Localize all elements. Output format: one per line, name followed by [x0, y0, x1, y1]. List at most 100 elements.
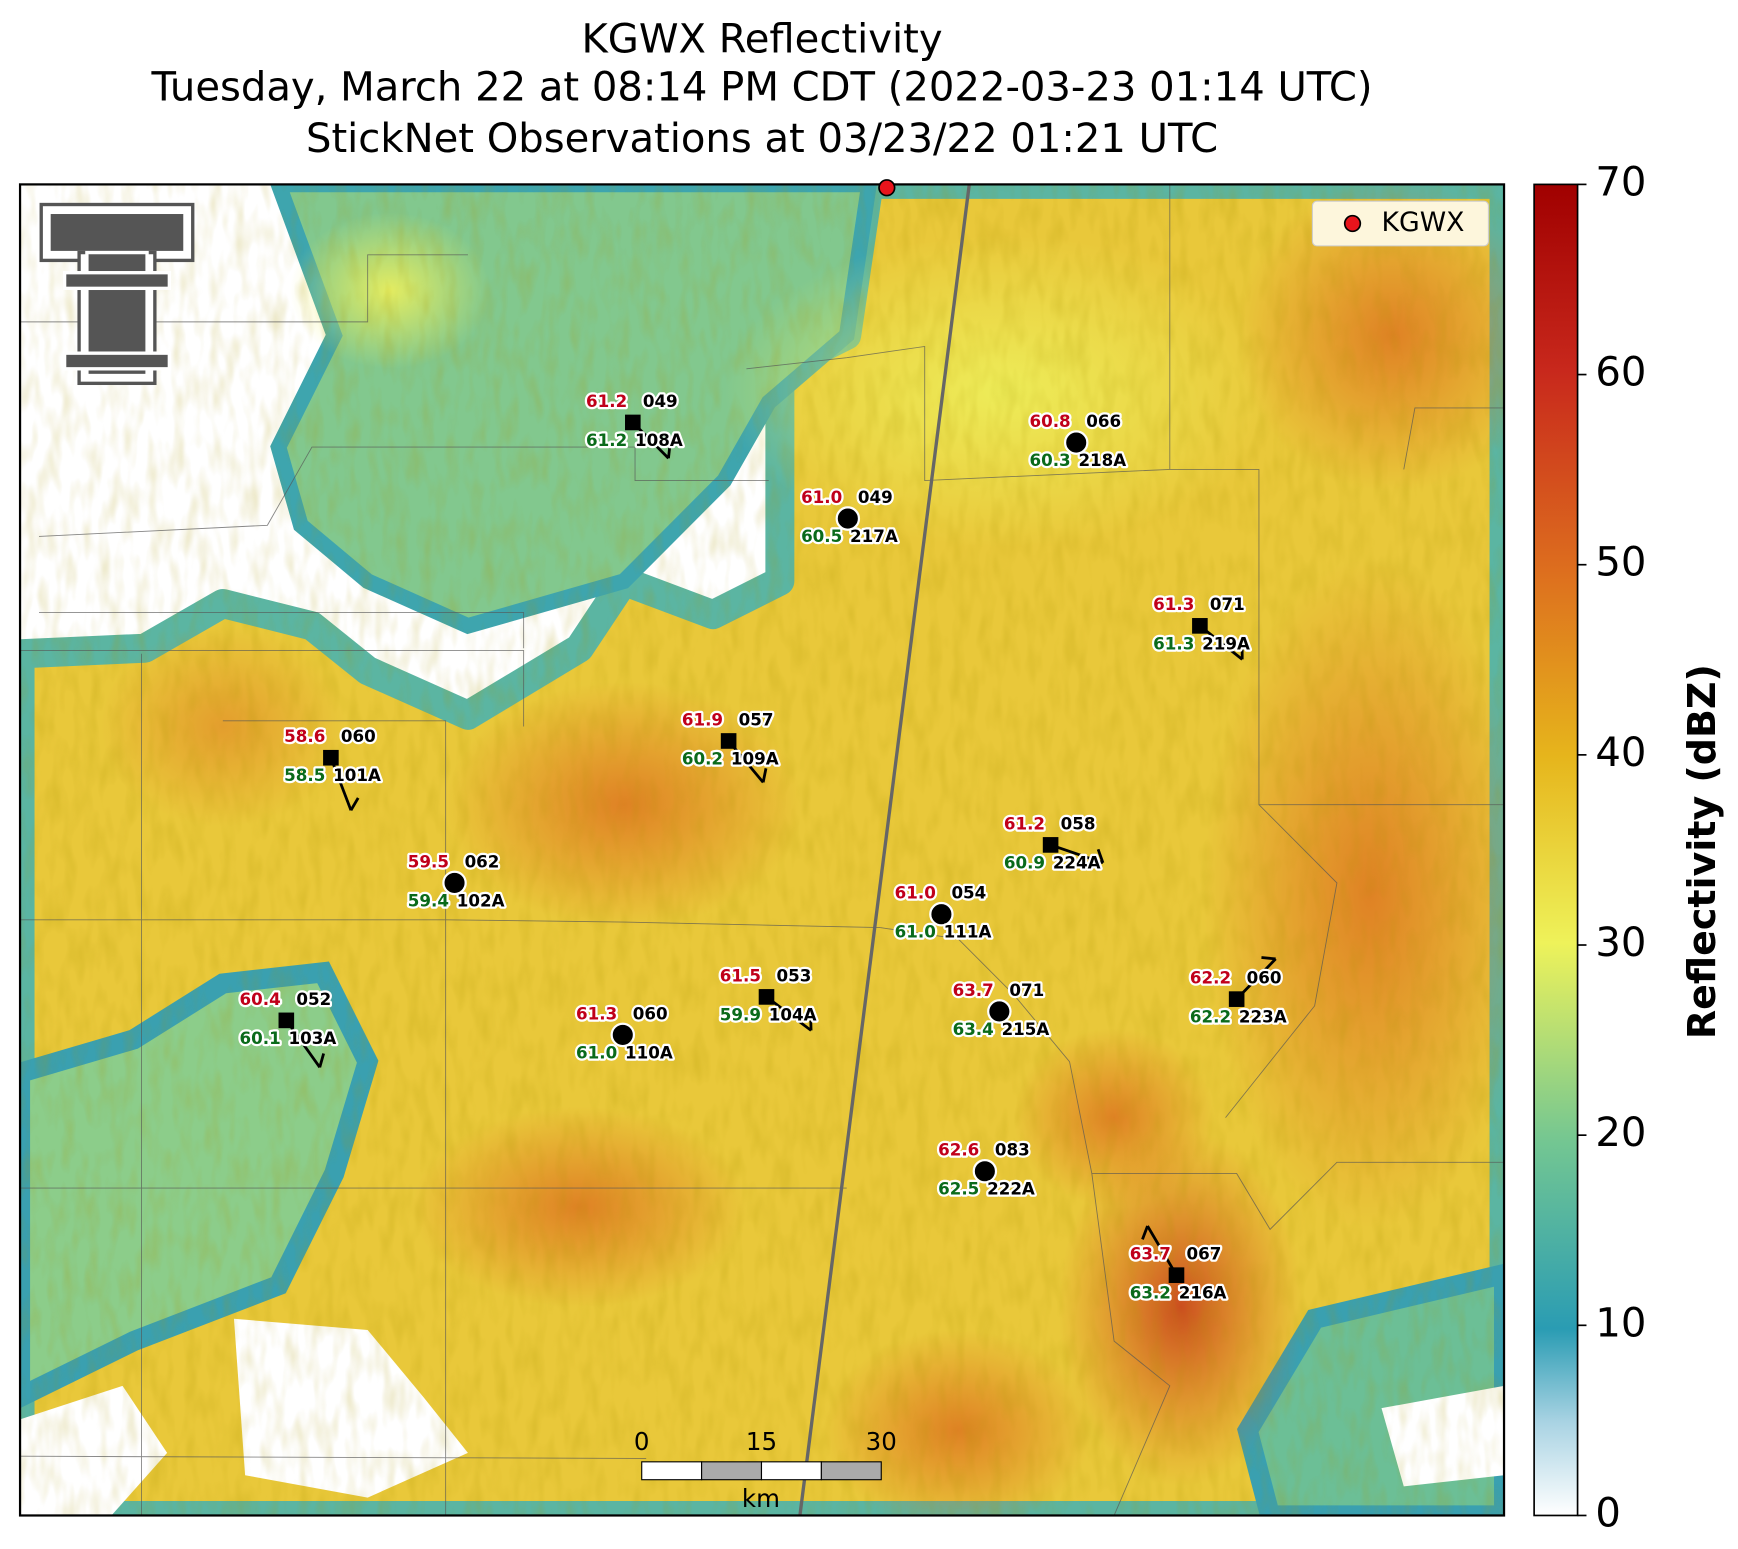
wind-barb: [1146, 1225, 1178, 1276]
map-frame: [18, 183, 1506, 1517]
county-lines: [20, 184, 1505, 1516]
station-marker: [1168, 1267, 1185, 1284]
wind-barb-flag: [318, 1053, 325, 1068]
station-id: 222A: [987, 1179, 1035, 1199]
colorbar-tick-label: 60: [1595, 350, 1646, 396]
colorbar-tick-label: 20: [1595, 1110, 1646, 1156]
station: 61.3 060 61.0 110A: [574, 1001, 675, 1065]
station: 61.0 054 61.0 111A: [892, 880, 993, 944]
station: 61.0 049 60.5 217A: [799, 485, 900, 549]
dewpoint: 61.3: [1153, 633, 1194, 653]
station-marker: [1042, 837, 1059, 853]
colorbar-tick-label: 40: [1595, 730, 1646, 776]
university-logo: [39, 202, 195, 386]
legend-label: KGWX: [1381, 207, 1464, 238]
temperature: 61.5: [720, 965, 761, 985]
station: 60.4 052 60.1 103A: [237, 987, 339, 1069]
legend-box: [1311, 200, 1489, 247]
colorbar-tick-label: 0: [1595, 1490, 1621, 1536]
station-id: 216A: [1179, 1283, 1227, 1303]
colorbar: [1533, 183, 1579, 1517]
temperature: 63.7: [953, 980, 994, 1000]
wind-barb: [285, 1019, 321, 1069]
wind-barb-flag: [667, 443, 672, 459]
station-id: 103A: [289, 1028, 337, 1048]
pressure-code: 071: [1009, 980, 1044, 1000]
wind-barb-flag: [1096, 848, 1105, 864]
pressure-code: 053: [777, 965, 812, 985]
wind-barb: [329, 757, 353, 811]
colorbar-tick-label: 10: [1595, 1300, 1646, 1346]
temperature: 61.3: [1153, 594, 1194, 614]
station: 61.9 057 60.2 109A: [680, 707, 781, 784]
dewpoint: 58.5: [284, 765, 325, 785]
highway: [798, 184, 971, 1516]
pressure-code: 060: [633, 1003, 668, 1023]
station-id: 111A: [944, 922, 992, 942]
station-id: 215A: [1002, 1019, 1050, 1039]
pressure-code: 062: [465, 851, 500, 871]
pressure-code: 083: [995, 1140, 1030, 1160]
station: 61.5 053 59.9 104A: [718, 963, 819, 1032]
station-id: 224A: [1053, 852, 1101, 872]
station-id: 102A: [457, 890, 505, 910]
subtitle: StickNet Observations at 03/23/22 01:21 …: [306, 116, 1218, 162]
wind-barb-flag: [1261, 956, 1276, 961]
temperature: 61.3: [576, 1003, 617, 1023]
station-marker: [720, 733, 737, 749]
station-id: 101A: [333, 765, 381, 785]
temperature: 62.6: [938, 1140, 979, 1160]
station-id: 217A: [850, 526, 898, 546]
dewpoint: 61.2: [586, 430, 627, 450]
temperature: 60.8: [1029, 411, 1070, 431]
station: 63.7 067 63.2 216A: [1128, 1225, 1229, 1305]
pressure-code: 067: [1187, 1244, 1222, 1264]
pressure-code: 054: [951, 883, 986, 903]
dewpoint: 62.5: [938, 1179, 979, 1199]
pressure-code: 052: [296, 989, 331, 1009]
station: 63.7 071 63.4 215A: [950, 978, 1051, 1042]
station-id: 108A: [635, 430, 683, 450]
pressure-code: 058: [1061, 813, 1096, 833]
dewpoint: 59.9: [720, 1004, 761, 1024]
station: 62.6 083 62.5 222A: [936, 1137, 1037, 1201]
station-marker: [758, 989, 775, 1005]
wind-barb-flag: [349, 797, 360, 811]
scale-segment: [641, 1461, 703, 1481]
temperature: 61.2: [586, 391, 627, 411]
station: 60.8 066 60.3 218A: [1027, 409, 1128, 473]
temperature: 60.4: [240, 989, 281, 1009]
legend-marker: [1343, 214, 1362, 233]
temperature: 61.2: [1004, 813, 1045, 833]
pressure-code: 071: [1210, 594, 1245, 614]
temperature: 59.5: [408, 851, 449, 871]
pressure-code: 049: [858, 487, 893, 507]
scale-segment: [820, 1461, 882, 1481]
scale-segment: [701, 1461, 763, 1481]
pressure-code: 066: [1086, 411, 1121, 431]
title: KGWX Reflectivity: [582, 16, 943, 62]
station-id: 219A: [1202, 633, 1250, 653]
scale-tick-label: 30: [866, 1427, 897, 1456]
temperature: 61.0: [895, 883, 936, 903]
pressure-code: 049: [643, 391, 678, 411]
legend: KGWX: [1311, 200, 1489, 247]
dewpoint: 59.4: [408, 890, 449, 910]
station-id: 109A: [731, 748, 779, 768]
temperature: 61.9: [682, 709, 723, 729]
station-id: 104A: [769, 1004, 817, 1024]
wind-barb: [1050, 843, 1104, 865]
scale-tick-label: 0: [634, 1427, 650, 1456]
station-marker: [835, 506, 861, 531]
station-id: 223A: [1239, 1007, 1287, 1027]
wind-barb-flag: [1141, 1225, 1149, 1240]
station: 61.2 049 61.2 108A: [584, 389, 685, 460]
pressure-code: 060: [341, 726, 376, 746]
dewpoint: 63.4: [953, 1019, 994, 1039]
scale-tick-label: 15: [746, 1427, 777, 1456]
dewpoint: 61.0: [895, 922, 936, 942]
colorbar-tick-label: 30: [1595, 920, 1646, 966]
temperature: 63.7: [1130, 1244, 1171, 1264]
